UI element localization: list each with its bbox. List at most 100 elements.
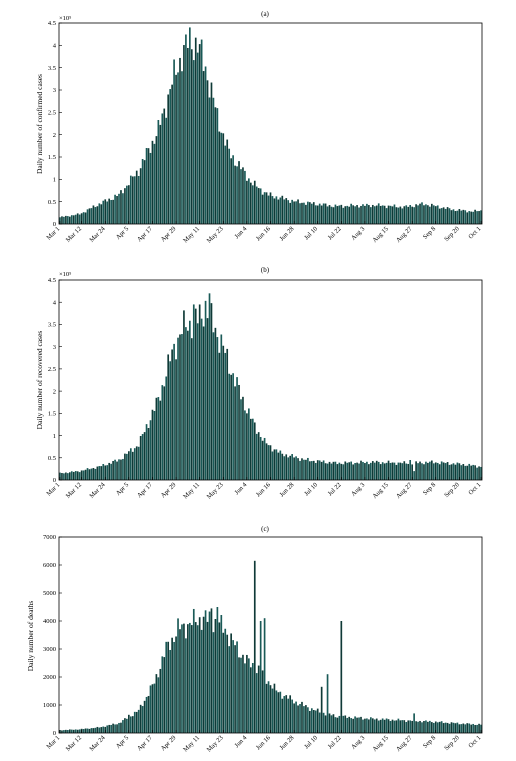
bar xyxy=(108,198,111,224)
bar xyxy=(76,471,79,480)
bar xyxy=(218,622,221,733)
bar xyxy=(192,60,195,225)
y-tick-label: 2 xyxy=(53,388,56,395)
bar xyxy=(194,622,197,733)
bar xyxy=(120,459,122,480)
x-ticks: Mar 1 Mar 12 Mar 24 Apr 5 Apr 17 Apr 29 May 11… xyxy=(45,730,482,754)
bar xyxy=(409,205,412,224)
x-tick-label: Sep 20 xyxy=(443,225,461,243)
bar xyxy=(403,206,406,224)
bar xyxy=(324,715,327,733)
bar xyxy=(427,205,429,224)
bar xyxy=(126,185,128,224)
bar xyxy=(189,27,191,225)
bar xyxy=(86,728,89,733)
bar xyxy=(326,674,329,733)
bar xyxy=(249,182,252,224)
bar xyxy=(289,455,292,480)
bar xyxy=(344,715,347,733)
bar xyxy=(273,683,276,733)
bar xyxy=(110,463,112,480)
bar xyxy=(470,211,473,224)
x-tick-label: Jun 16 xyxy=(255,481,273,499)
bar xyxy=(108,724,111,733)
x-tick-label: Jul 10 xyxy=(303,225,319,241)
y-tick-label: 1000 xyxy=(43,702,56,709)
bar xyxy=(246,413,248,480)
x-tick-label: May 11 xyxy=(182,481,201,500)
bar xyxy=(238,384,240,480)
bar xyxy=(397,462,400,480)
bar xyxy=(175,74,177,224)
bar xyxy=(88,469,91,480)
bar xyxy=(442,723,445,733)
bar xyxy=(468,723,471,733)
bar xyxy=(291,454,293,480)
bar xyxy=(126,718,128,733)
bar xyxy=(340,463,343,480)
bar xyxy=(370,717,372,733)
bar xyxy=(230,374,232,480)
bar xyxy=(399,206,402,224)
bar xyxy=(169,89,171,224)
x-tick-label: Apr 29 xyxy=(160,481,178,499)
bar xyxy=(338,715,341,733)
bar xyxy=(224,628,227,733)
bar xyxy=(352,718,354,733)
bar xyxy=(312,710,315,733)
x-tick-label: Jul 10 xyxy=(303,481,319,497)
bar xyxy=(371,718,374,733)
bar xyxy=(281,698,284,733)
bar xyxy=(267,681,270,733)
bar xyxy=(440,208,443,224)
bar xyxy=(421,202,423,224)
bar xyxy=(120,722,122,733)
bar xyxy=(167,354,170,480)
y-axis-label: Daily number of recovered cases xyxy=(35,331,44,430)
bar xyxy=(350,718,352,733)
x-ticks: Mar 1 Mar 12 Mar 24 Apr 5 Apr 17 Apr 29 May 11… xyxy=(45,477,482,501)
bar xyxy=(151,684,154,733)
bar xyxy=(72,471,75,480)
bar xyxy=(236,641,238,733)
bar xyxy=(244,663,246,733)
bar xyxy=(330,715,333,733)
bar xyxy=(307,707,309,733)
y-tick-label: 1 xyxy=(53,177,56,184)
x-tick-label: Aug 27 xyxy=(395,734,414,753)
bar xyxy=(275,690,278,733)
bar xyxy=(155,674,158,733)
bar xyxy=(61,216,63,224)
bar xyxy=(104,726,107,733)
panel-title: (c) xyxy=(261,525,269,533)
x-tick-label: Sep 20 xyxy=(443,481,461,499)
bar xyxy=(309,710,311,733)
bar xyxy=(65,729,67,733)
bar xyxy=(198,617,201,733)
bar xyxy=(59,217,61,224)
bar xyxy=(244,170,246,224)
bar xyxy=(480,466,482,480)
bar xyxy=(277,692,280,733)
bar xyxy=(348,206,351,224)
axes-frame xyxy=(58,22,483,225)
panel-recovered: (b) ×10⁵ Daily number of recovered cases… xyxy=(35,266,482,501)
bar xyxy=(387,205,390,224)
bar xyxy=(470,465,473,480)
bar xyxy=(460,210,463,224)
bar xyxy=(299,203,301,224)
bar xyxy=(301,701,303,733)
bar xyxy=(281,453,284,480)
bar xyxy=(175,636,177,733)
bar xyxy=(381,462,384,480)
bar xyxy=(348,716,351,733)
bar xyxy=(124,453,126,480)
bar xyxy=(438,721,441,733)
bar xyxy=(116,724,118,733)
bar xyxy=(141,434,144,480)
x-tick-label: May 23 xyxy=(206,225,225,244)
bar xyxy=(110,199,112,224)
bar xyxy=(265,192,268,224)
bar xyxy=(230,633,232,733)
bar xyxy=(143,160,146,224)
